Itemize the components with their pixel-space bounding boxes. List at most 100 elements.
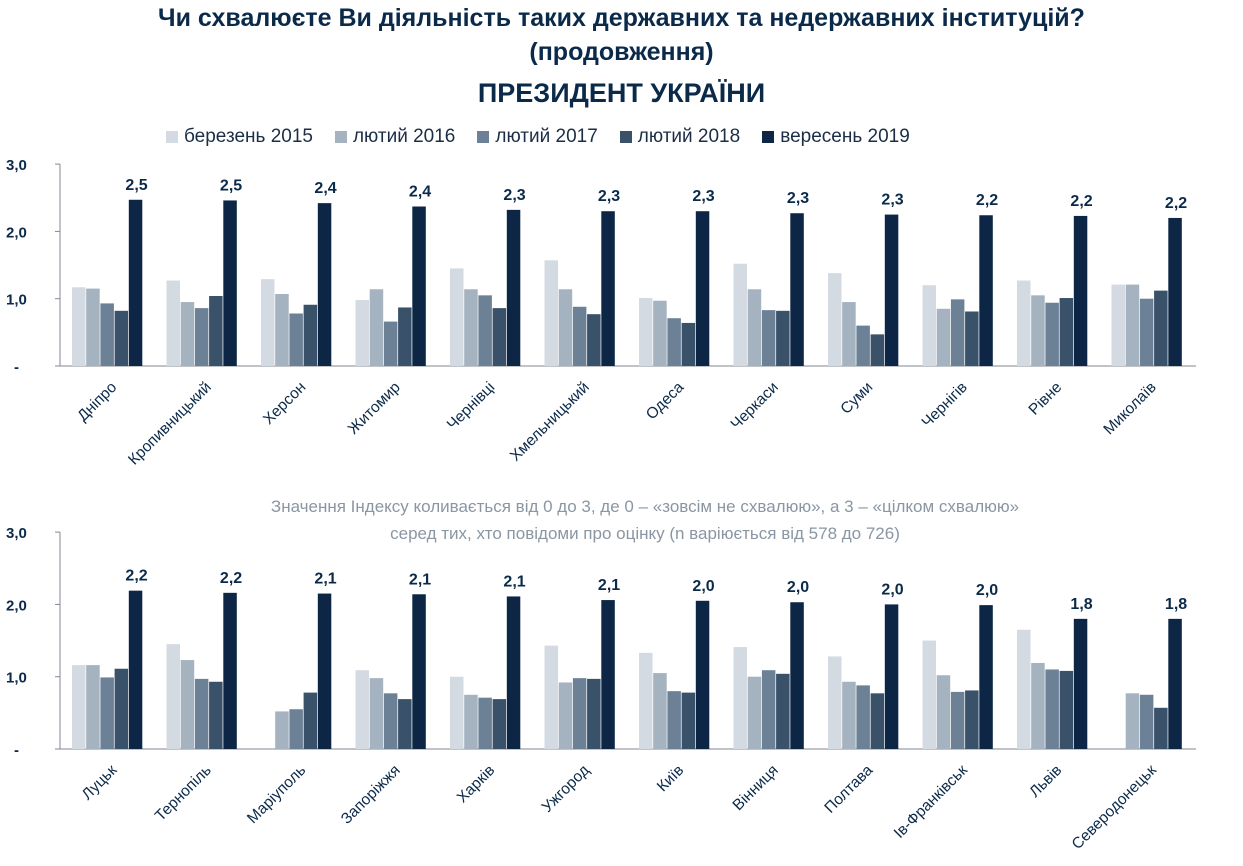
bar xyxy=(72,665,86,749)
bar xyxy=(681,322,696,366)
x-tick-label: Полтава xyxy=(821,762,876,817)
bar xyxy=(828,656,842,749)
bar xyxy=(492,308,507,366)
page-title: Чи схвалюєте Ви діяльність таких державн… xyxy=(158,4,1085,32)
data-label: 1,8 xyxy=(1070,596,1092,613)
legend-label: лютий 2018 xyxy=(637,126,741,147)
bar xyxy=(572,306,587,366)
bar xyxy=(303,692,318,749)
legend-item-2018-02: лютий 2018 xyxy=(619,126,741,148)
bar xyxy=(355,300,369,366)
bar xyxy=(884,604,899,749)
bar xyxy=(100,303,114,366)
data-label: 2,2 xyxy=(125,568,147,585)
bar xyxy=(965,311,979,366)
bar xyxy=(950,299,965,366)
bar xyxy=(936,675,951,749)
bar xyxy=(209,296,223,366)
bar xyxy=(558,289,573,366)
data-label: 2,2 xyxy=(1165,195,1187,212)
data-label: 2,0 xyxy=(692,578,714,595)
data-label: 2,1 xyxy=(314,571,336,588)
bar xyxy=(72,287,86,366)
bar xyxy=(86,665,100,749)
x-tick-label: Луцьк xyxy=(79,762,121,804)
bar xyxy=(544,645,558,749)
legend-swatch xyxy=(477,131,490,143)
y-tick-label: - xyxy=(14,742,19,759)
legend-swatch xyxy=(619,131,632,143)
legend-item-2017-02: лютий 2017 xyxy=(477,126,598,148)
x-tick-label: Дніпро xyxy=(74,379,120,425)
legend-item-2019-09: вересень 2019 xyxy=(762,126,910,148)
bar xyxy=(1125,284,1140,366)
x-tick-label: Кропивницький xyxy=(125,379,215,469)
bar xyxy=(1045,669,1059,749)
bar xyxy=(870,334,885,366)
bar xyxy=(209,681,223,749)
legend-swatch xyxy=(334,131,347,143)
bar xyxy=(1154,290,1168,366)
bar xyxy=(667,691,681,749)
bar xyxy=(936,308,951,366)
bar xyxy=(317,203,332,366)
bar xyxy=(790,602,804,749)
bar xyxy=(194,678,209,749)
bar xyxy=(1059,670,1074,749)
legend-item-2015-03: березень 2015 xyxy=(166,126,313,148)
x-tick-label: Чернівці xyxy=(444,379,499,434)
bar xyxy=(733,263,747,366)
bar xyxy=(1031,295,1045,366)
legend-label: вересень 2019 xyxy=(780,126,910,147)
bar xyxy=(1031,662,1045,749)
bar xyxy=(261,279,275,366)
bar xyxy=(383,321,398,366)
bar xyxy=(842,681,856,749)
x-tick-label: Харків xyxy=(454,762,499,807)
bar xyxy=(128,590,143,749)
y-tick-label: 1,0 xyxy=(6,292,27,309)
x-tick-label: Львів xyxy=(1026,762,1065,801)
bar xyxy=(979,215,993,366)
bar xyxy=(572,678,587,749)
bar xyxy=(355,670,369,749)
bar xyxy=(950,691,965,749)
x-tick-label: Одеса xyxy=(643,379,688,424)
bar xyxy=(842,302,856,366)
bar xyxy=(450,676,464,749)
bar xyxy=(398,699,412,749)
bar xyxy=(979,605,993,749)
data-label: 2,1 xyxy=(598,577,620,594)
legend-label: лютий 2016 xyxy=(352,126,456,147)
bar xyxy=(639,652,653,749)
legend-item-2016-02: лютий 2016 xyxy=(334,126,456,148)
bar xyxy=(464,289,478,366)
bar xyxy=(870,693,885,749)
data-label: 2,3 xyxy=(881,192,903,209)
bar xyxy=(790,213,804,366)
bar xyxy=(1154,707,1168,749)
bar xyxy=(733,647,747,749)
data-label: 2,3 xyxy=(598,188,620,205)
legend-label: березень 2015 xyxy=(184,126,313,147)
y-tick-label: 3,0 xyxy=(6,525,27,542)
data-label: 2,5 xyxy=(125,177,147,194)
data-label: 2,2 xyxy=(976,192,998,209)
y-tick-label: 1,0 xyxy=(6,670,27,687)
x-tick-label: Рівне xyxy=(1026,379,1066,419)
bar xyxy=(747,289,762,366)
bar xyxy=(478,697,492,749)
bar xyxy=(478,295,492,366)
legend-swatch xyxy=(762,131,775,143)
data-label: 2,1 xyxy=(503,573,525,590)
bar xyxy=(601,211,615,366)
x-tick-label: Миколаїв xyxy=(1100,379,1159,438)
bar xyxy=(639,298,653,366)
x-tick-label: Тернопіль xyxy=(152,762,215,825)
legend-swatch xyxy=(166,131,178,143)
bar xyxy=(653,673,667,749)
bar xyxy=(114,310,129,366)
bar xyxy=(884,214,899,366)
x-tick-label: Суми xyxy=(837,379,876,418)
x-tick-label: Херсон xyxy=(260,379,309,428)
